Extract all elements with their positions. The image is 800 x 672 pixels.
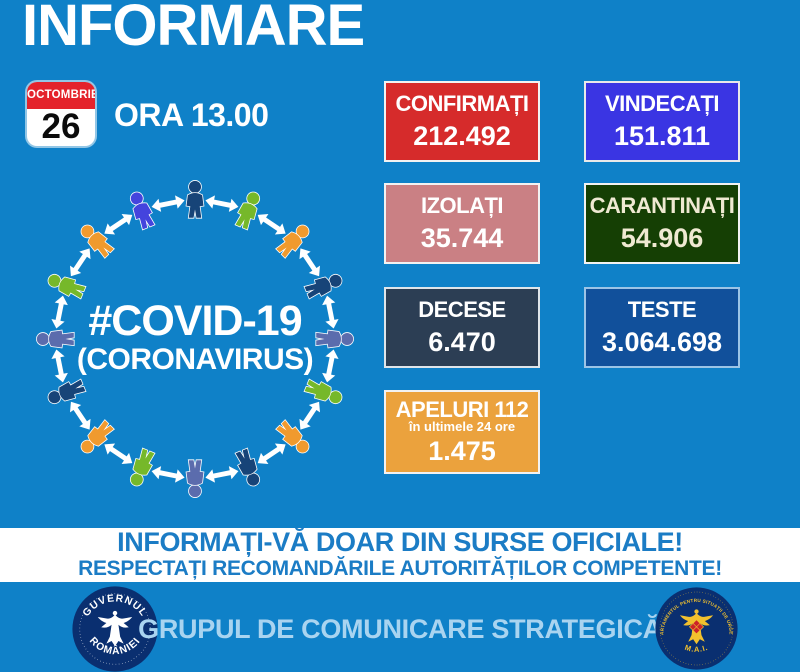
stat-label: APELURI 112 (395, 397, 529, 422)
double-arrow-icon (70, 248, 91, 277)
banner-line-1: INFORMAȚI-VĂ DOAR DIN SURSE OFICIALE! (117, 527, 683, 558)
stat-box-vindecati: VINDECAȚI 151.811 (584, 81, 740, 162)
stat-box-carantinati: CARANTINAȚI 54.906 (584, 183, 740, 264)
banner-line-2: RESPECTAȚI RECOMANDĂRILE AUTORITĂȚILOR C… (78, 557, 722, 580)
double-arrow-icon (322, 349, 339, 383)
stat-value: 212.492 (413, 121, 511, 151)
svg-text:M.A.I.: M.A.I. (684, 643, 710, 654)
stat-label: TESTE (627, 297, 697, 322)
person-icon (185, 180, 205, 219)
covid-hashtag: #COVID-19 (88, 297, 302, 346)
person-icon (275, 224, 310, 259)
person-icon (303, 378, 343, 405)
person-icon (303, 273, 343, 300)
stat-value: 6.470 (428, 327, 496, 357)
stat-label: CONFIRMAȚI (395, 91, 529, 116)
person-icon (129, 447, 156, 487)
diagram-center-text: #COVID-19 (CORONAVIRUS) (26, 170, 364, 508)
person-icon (185, 459, 205, 498)
stat-box-decese: DECESE 6.470 (384, 287, 540, 368)
person-icon (275, 419, 310, 454)
stat-box-confirmati: CONFIRMAȚI 212.492 (384, 81, 540, 162)
double-arrow-icon (104, 214, 133, 235)
person-icon (80, 224, 115, 259)
dsu-mai-logo-icon: DEPARTAMENTUL PENTRU SITUAȚII DE URGENȚĂ… (655, 587, 738, 670)
person-icon (234, 447, 261, 487)
double-arrow-icon (299, 248, 320, 277)
person-icon (129, 191, 156, 231)
stat-box-teste: TESTE 3.064.698 (584, 287, 740, 368)
person-icon (36, 329, 75, 349)
double-arrow-icon (70, 401, 91, 430)
double-arrow-icon (257, 443, 286, 464)
stat-label: DECESE (418, 297, 506, 322)
stat-value: 1.475 (428, 436, 496, 466)
stat-sublabel: în ultimele 24 ore (408, 419, 516, 434)
people-circle-icon (36, 180, 354, 498)
double-arrow-icon (104, 443, 133, 464)
calendar-month: OCTOMBRIE (27, 82, 95, 109)
double-arrow-icon (257, 214, 286, 235)
covid-circle-diagram: #COVID-19 (CORONAVIRUS) (26, 170, 364, 508)
stat-box-apeluri-112: APELURI 112 în ultimele 24 ore 1.475 (384, 390, 540, 474)
stat-box-izolati: IZOLAȚI 35.744 (384, 183, 540, 264)
stat-value: 54.906 (620, 223, 704, 253)
stat-label: VINDECAȚI (604, 91, 720, 116)
guvernul-romaniei-logo-icon: GUVERNUL ROMÂNIEI (72, 586, 158, 672)
double-arrow-icon (51, 349, 68, 383)
calendar-icon: OCTOMBRIE 26 (27, 82, 95, 146)
report-time: ORA 13.00 (114, 97, 269, 133)
calendar-day: 26 (41, 107, 81, 146)
person-icon (80, 419, 115, 454)
logo-text-bottom: M.A.I. (684, 643, 709, 654)
stat-value: 35.744 (420, 223, 504, 253)
person-icon (315, 329, 354, 349)
double-arrow-icon (205, 195, 239, 212)
double-arrow-icon (299, 401, 320, 430)
coronavirus-subtitle: (CORONAVIRUS) (76, 343, 314, 377)
double-arrow-icon (151, 195, 185, 212)
official-sources-banner: INFORMAȚI-VĂ DOAR DIN SURSE OFICIALE! RE… (0, 528, 800, 582)
stat-label: CARANTINAȚI (589, 193, 735, 218)
double-arrow-icon (322, 295, 339, 329)
stat-label: IZOLAȚI (420, 193, 504, 218)
person-icon (47, 273, 87, 300)
person-icon (234, 191, 261, 231)
double-arrow-icon (205, 466, 239, 483)
page-title: INFORMARE (22, 0, 365, 58)
eagle-crest-icon (97, 610, 133, 647)
strategic-communication-group-label: GRUPUL DE COMUNICARE STRATEGICĂ (138, 614, 662, 644)
stat-value: 151.811 (613, 121, 711, 151)
double-arrow-icon (51, 295, 68, 329)
eagle-shield-icon (679, 609, 714, 645)
person-icon (47, 378, 87, 405)
stat-value: 3.064.698 (601, 327, 723, 357)
double-arrow-icon (151, 466, 185, 483)
